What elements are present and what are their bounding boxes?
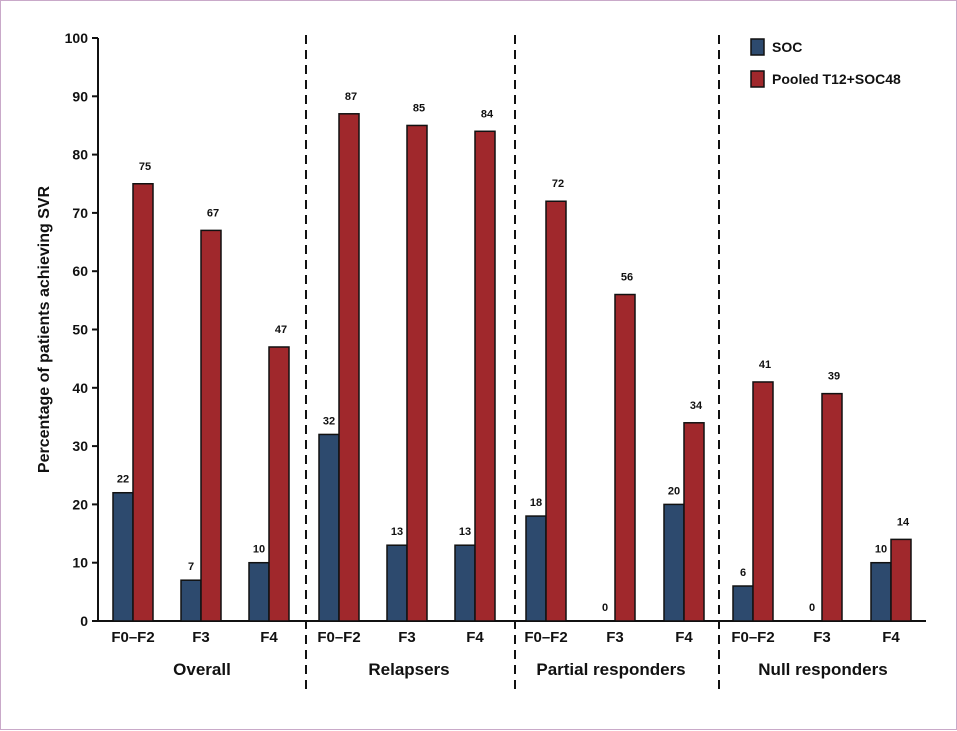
y-tick-label: 90: [72, 88, 88, 104]
y-tick-label: 30: [72, 438, 88, 454]
soc-bar: [663, 503, 685, 622]
legend-soc-swatch: [750, 38, 765, 56]
pooled-bar: [614, 293, 636, 622]
y-tick-label: 50: [72, 322, 88, 338]
pooled-bar: [683, 422, 705, 622]
x-tick-label: F0–F2: [731, 629, 774, 646]
soc-value-label: 32: [323, 415, 335, 427]
pooled-value-label: 41: [759, 359, 771, 371]
y-axis-title: Percentage of patients achieving SVR: [36, 185, 53, 473]
group-label: Relapsers: [368, 660, 449, 679]
legend-soc-label: SOC: [772, 39, 802, 55]
soc-value-label: 7: [188, 561, 194, 573]
pooled-value-label: 39: [828, 371, 840, 383]
y-tick-label: 0: [80, 613, 88, 629]
soc-value-label: 13: [391, 526, 403, 538]
pooled-value-label: 47: [275, 324, 287, 336]
pooled-value-label: 84: [481, 108, 494, 120]
x-tick-label: F0–F2: [317, 629, 360, 646]
soc-bar: [454, 544, 476, 622]
soc-bar: [386, 544, 408, 622]
soc-value-label: 6: [740, 567, 746, 579]
pooled-bar: [132, 183, 154, 622]
soc-bar: [318, 433, 340, 622]
soc-value-label: 0: [809, 602, 815, 614]
group-label: Overall: [173, 660, 231, 679]
legend-pooled-swatch: [750, 70, 765, 88]
x-tick-label: F4: [466, 629, 484, 646]
y-tick-label: 20: [72, 496, 88, 512]
soc-bar: [180, 579, 202, 622]
pooled-value-label: 85: [413, 102, 425, 114]
legend-pooled-label: Pooled T12+SOC48: [772, 71, 901, 87]
soc-value-label: 13: [459, 526, 471, 538]
x-tick-label: F3: [813, 629, 831, 646]
pooled-bar: [406, 124, 428, 622]
y-tick-label: 60: [72, 263, 88, 279]
soc-bar: [732, 585, 754, 622]
soc-value-label: 10: [253, 544, 265, 556]
group-label: Partial responders: [536, 660, 685, 679]
y-tick-label: 40: [72, 380, 88, 396]
pooled-bar: [545, 200, 567, 622]
soc-value-label: 10: [875, 544, 887, 556]
pooled-bar: [200, 229, 222, 622]
soc-value-label: 20: [668, 485, 680, 497]
x-tick-label: F4: [675, 629, 693, 646]
pooled-value-label: 67: [207, 207, 219, 219]
y-tick-label: 80: [72, 147, 88, 163]
pooled-bar: [268, 346, 290, 622]
pooled-value-label: 72: [552, 178, 564, 190]
pooled-bar: [474, 130, 496, 622]
x-tick-label: F4: [882, 629, 900, 646]
soc-value-label: 18: [530, 497, 542, 509]
pooled-bar: [338, 113, 360, 622]
soc-bar: [112, 491, 134, 622]
x-tick-label: F3: [192, 629, 210, 646]
pooled-bar: [752, 381, 774, 622]
soc-bar: [248, 561, 270, 622]
pooled-bar: [890, 538, 912, 622]
x-tick-label: F4: [260, 629, 278, 646]
pooled-bar: [821, 392, 843, 622]
pooled-value-label: 75: [139, 161, 151, 173]
x-tick-label: F0–F2: [524, 629, 567, 646]
y-tick-label: 100: [65, 30, 89, 46]
soc-bar: [525, 515, 547, 622]
soc-value-label: 22: [117, 474, 129, 486]
pooled-value-label: 87: [345, 91, 357, 103]
x-tick-label: F0–F2: [111, 629, 154, 646]
y-tick-label: 70: [72, 205, 88, 221]
pooled-value-label: 14: [897, 516, 910, 528]
y-tick-label: 10: [72, 555, 88, 571]
soc-value-label: 0: [602, 602, 608, 614]
pooled-value-label: 56: [621, 272, 633, 284]
soc-bar: [870, 561, 892, 622]
group-label: Null responders: [758, 660, 887, 679]
x-tick-label: F3: [606, 629, 624, 646]
pooled-value-label: 34: [690, 400, 703, 412]
x-tick-label: F3: [398, 629, 416, 646]
